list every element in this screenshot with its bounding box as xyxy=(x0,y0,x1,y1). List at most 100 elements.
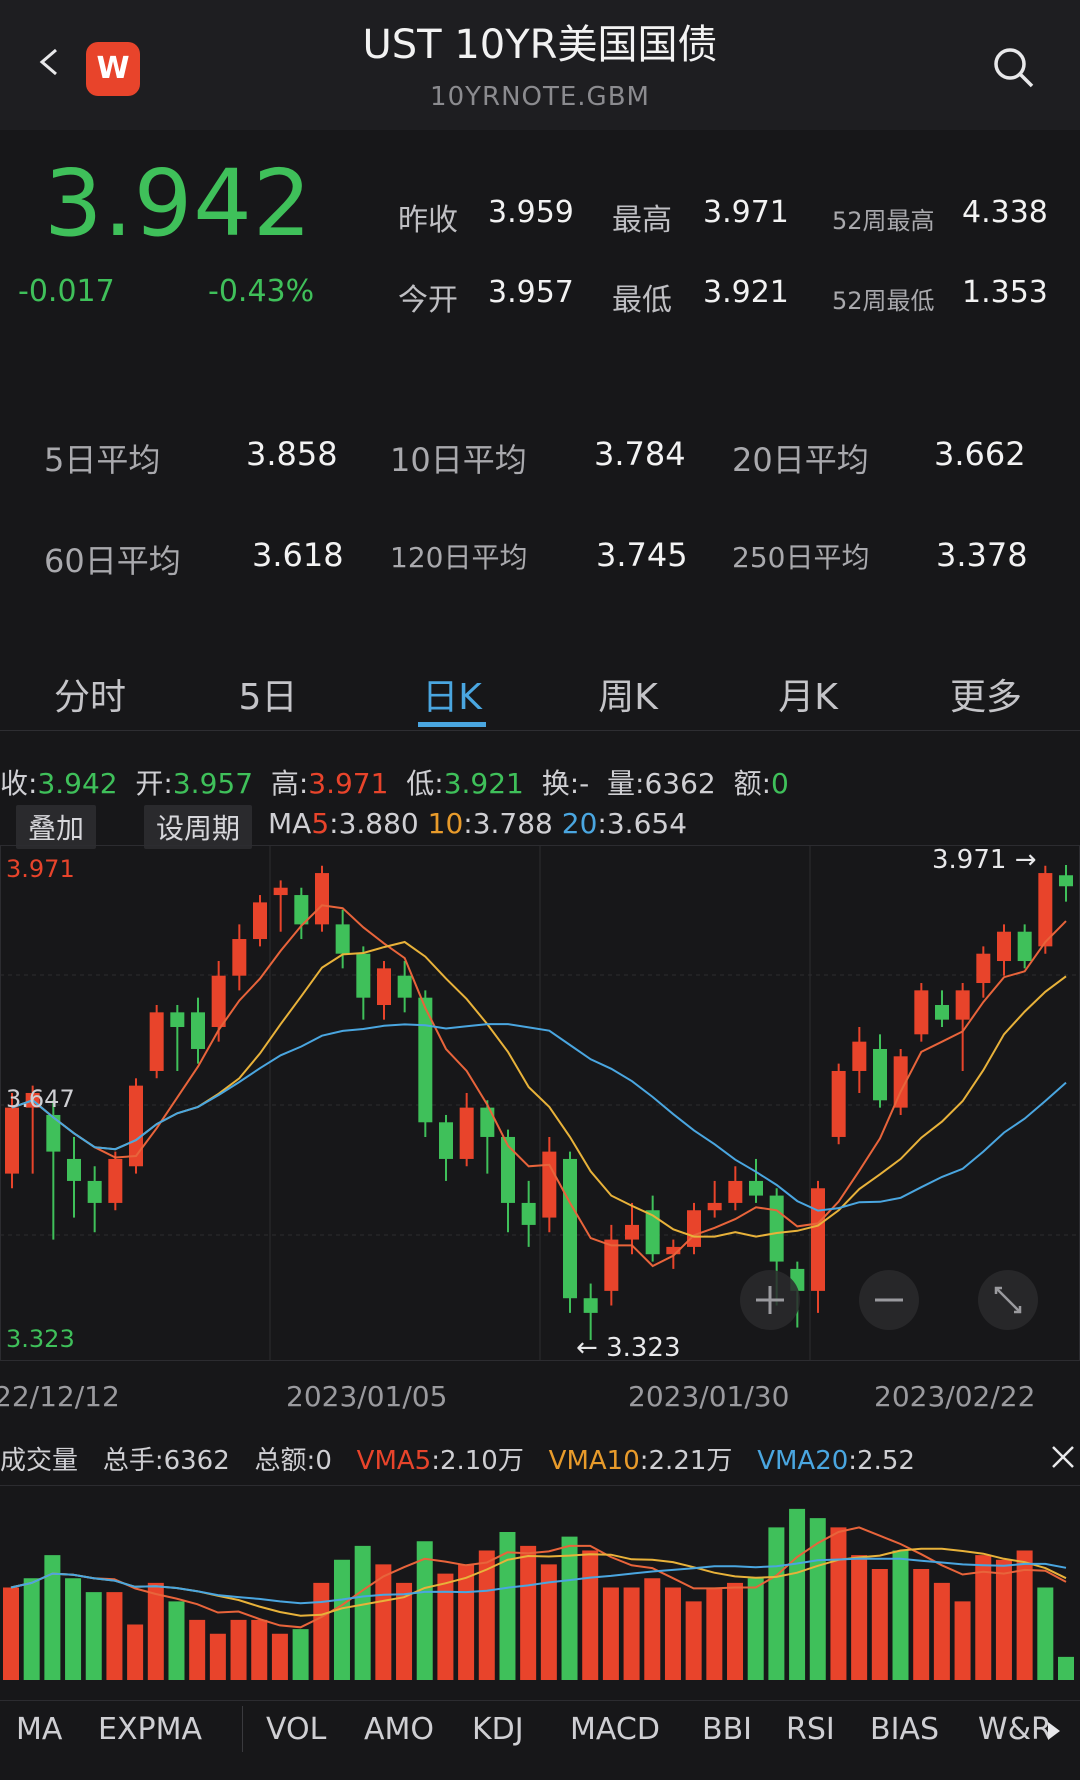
candle-body xyxy=(1038,873,1053,947)
total-amount-value: 0 xyxy=(315,1446,332,1476)
high-value: 3.971 xyxy=(308,767,389,800)
indicator-bar xyxy=(0,1700,1080,1780)
search-icon[interactable] xyxy=(990,44,1038,92)
candle-body xyxy=(955,990,970,1020)
avg-5d-value: 3.858 xyxy=(246,435,338,473)
candle-body xyxy=(459,1107,474,1159)
tab-more[interactable]: 更多 xyxy=(949,677,1022,718)
52wk-high-value: 4.338 xyxy=(962,195,1048,230)
candle-body xyxy=(666,1246,681,1255)
volume-bar xyxy=(313,1582,330,1680)
candlestick-chart[interactable] xyxy=(0,845,1080,1365)
indicator-vol[interactable]: VOL xyxy=(266,1712,327,1747)
volume-bar xyxy=(65,1578,82,1680)
volume-bar xyxy=(561,1536,578,1680)
volume-bar xyxy=(106,1592,123,1680)
overlay-button[interactable]: 叠加 xyxy=(16,805,97,849)
candle-body xyxy=(563,1158,577,1299)
ma20-line xyxy=(11,1023,1067,1212)
indicator-wr[interactable]: W&R xyxy=(978,1712,1048,1747)
candle-body xyxy=(253,902,267,940)
date-label-1: 22/12/12 xyxy=(0,1380,120,1413)
candle-body xyxy=(67,1158,81,1181)
indicator-amo[interactable]: AMO xyxy=(364,1712,435,1747)
volume-bar xyxy=(23,1578,40,1680)
52wk-low-label: 52周最低 xyxy=(832,287,935,315)
candle-body xyxy=(232,939,247,976)
tab-5day[interactable]: 5日 xyxy=(238,677,298,718)
candle-body xyxy=(480,1107,495,1137)
indicator-kdj[interactable]: KDJ xyxy=(472,1712,524,1747)
volume-bar xyxy=(478,1550,495,1680)
total-hands-label: 总手: xyxy=(102,1446,164,1476)
candle-body xyxy=(749,1180,763,1196)
volume-bar xyxy=(437,1573,454,1680)
axis-bottom-label: 3.323 xyxy=(6,1325,75,1353)
candle-body xyxy=(377,968,391,1006)
volume-bar xyxy=(809,1518,826,1680)
avg-10d-label: 10日平均 xyxy=(390,441,527,479)
total-hands-value: 6362 xyxy=(163,1446,230,1476)
avg-20d-value: 3.662 xyxy=(934,435,1026,473)
amount-label: 额: xyxy=(733,767,771,800)
ma-legend: MA5:3.880 10:3.788 20:3.654 xyxy=(268,807,687,840)
set-period-button[interactable]: 设周期 xyxy=(144,805,253,849)
volume-label: 量: xyxy=(607,767,645,800)
ma20-key: 20 xyxy=(561,807,598,840)
fullscreen-icon[interactable] xyxy=(978,1270,1038,1330)
max-annotation-value: 3.971 xyxy=(932,845,1007,875)
indicator-bias[interactable]: BIAS xyxy=(870,1712,939,1747)
back-arrow-icon[interactable] xyxy=(36,48,64,76)
indicator-macd[interactable]: MACD xyxy=(570,1712,660,1747)
zoom-in-button[interactable] xyxy=(740,1270,800,1330)
volume-bar xyxy=(582,1550,599,1680)
volume-bar xyxy=(871,1569,888,1680)
candle-body xyxy=(852,1041,867,1071)
candle-body xyxy=(1059,875,1073,887)
low-value: 3.921 xyxy=(443,767,524,800)
volume-value: 6362 xyxy=(644,767,716,800)
axis-mid-label: 3.647 xyxy=(6,1085,75,1113)
vma10-label: VMA10 xyxy=(548,1446,640,1476)
volume-bar xyxy=(623,1587,640,1680)
indicator-expma[interactable]: EXPMA xyxy=(98,1712,203,1747)
52wk-low-value: 1.353 xyxy=(962,275,1048,310)
volume-bar xyxy=(333,1559,350,1680)
volume-bar xyxy=(602,1587,619,1680)
volume-bar xyxy=(251,1619,268,1680)
indicator-bbi[interactable]: BBI xyxy=(702,1712,753,1747)
turnover-value: - xyxy=(579,767,590,800)
tab-monthly-k[interactable]: 月K xyxy=(778,677,838,718)
high-label: 最高 xyxy=(612,203,672,238)
low-value: 3.921 xyxy=(703,275,789,310)
volume-bar xyxy=(375,1564,392,1680)
close-icon[interactable] xyxy=(1050,1444,1076,1470)
volume-bar xyxy=(396,1582,413,1680)
price-change: -0.017 xyxy=(18,274,115,309)
avg-60d-label: 60日平均 xyxy=(44,542,181,580)
tab-weekly-k[interactable]: 周K xyxy=(598,677,658,718)
zoom-out-button[interactable] xyxy=(859,1270,919,1330)
tab-intraday[interactable]: 分时 xyxy=(53,677,126,718)
indicator-rsi[interactable]: RSI xyxy=(786,1712,835,1747)
ma-prefix: MA xyxy=(268,807,312,840)
candle-body xyxy=(149,1012,164,1071)
min-annotation: ← 3.323 xyxy=(576,1333,681,1363)
indicator-ma[interactable]: MA xyxy=(16,1712,63,1747)
volume-ma-lines-group xyxy=(10,1526,1067,1629)
candle-body xyxy=(211,975,226,1027)
candle-body xyxy=(583,1298,598,1313)
axis-top-label: 3.971 xyxy=(6,855,75,883)
tab-daily-k[interactable]: 日K xyxy=(422,677,482,718)
scroll-right-icon[interactable] xyxy=(1046,1720,1062,1742)
prev-close-value: 3.959 xyxy=(488,195,574,230)
date-label-2: 2023/01/05 xyxy=(286,1380,448,1413)
indicator-divider xyxy=(242,1706,243,1752)
volume-title: 成交量 xyxy=(0,1446,79,1476)
volume-bar xyxy=(933,1582,950,1680)
symbol-code: 10YRNOTE.GBM xyxy=(430,82,650,112)
volume-bar xyxy=(85,1592,102,1680)
high-label: 高: xyxy=(270,767,309,800)
volume-bar xyxy=(913,1569,930,1680)
volume-bar xyxy=(706,1587,723,1680)
